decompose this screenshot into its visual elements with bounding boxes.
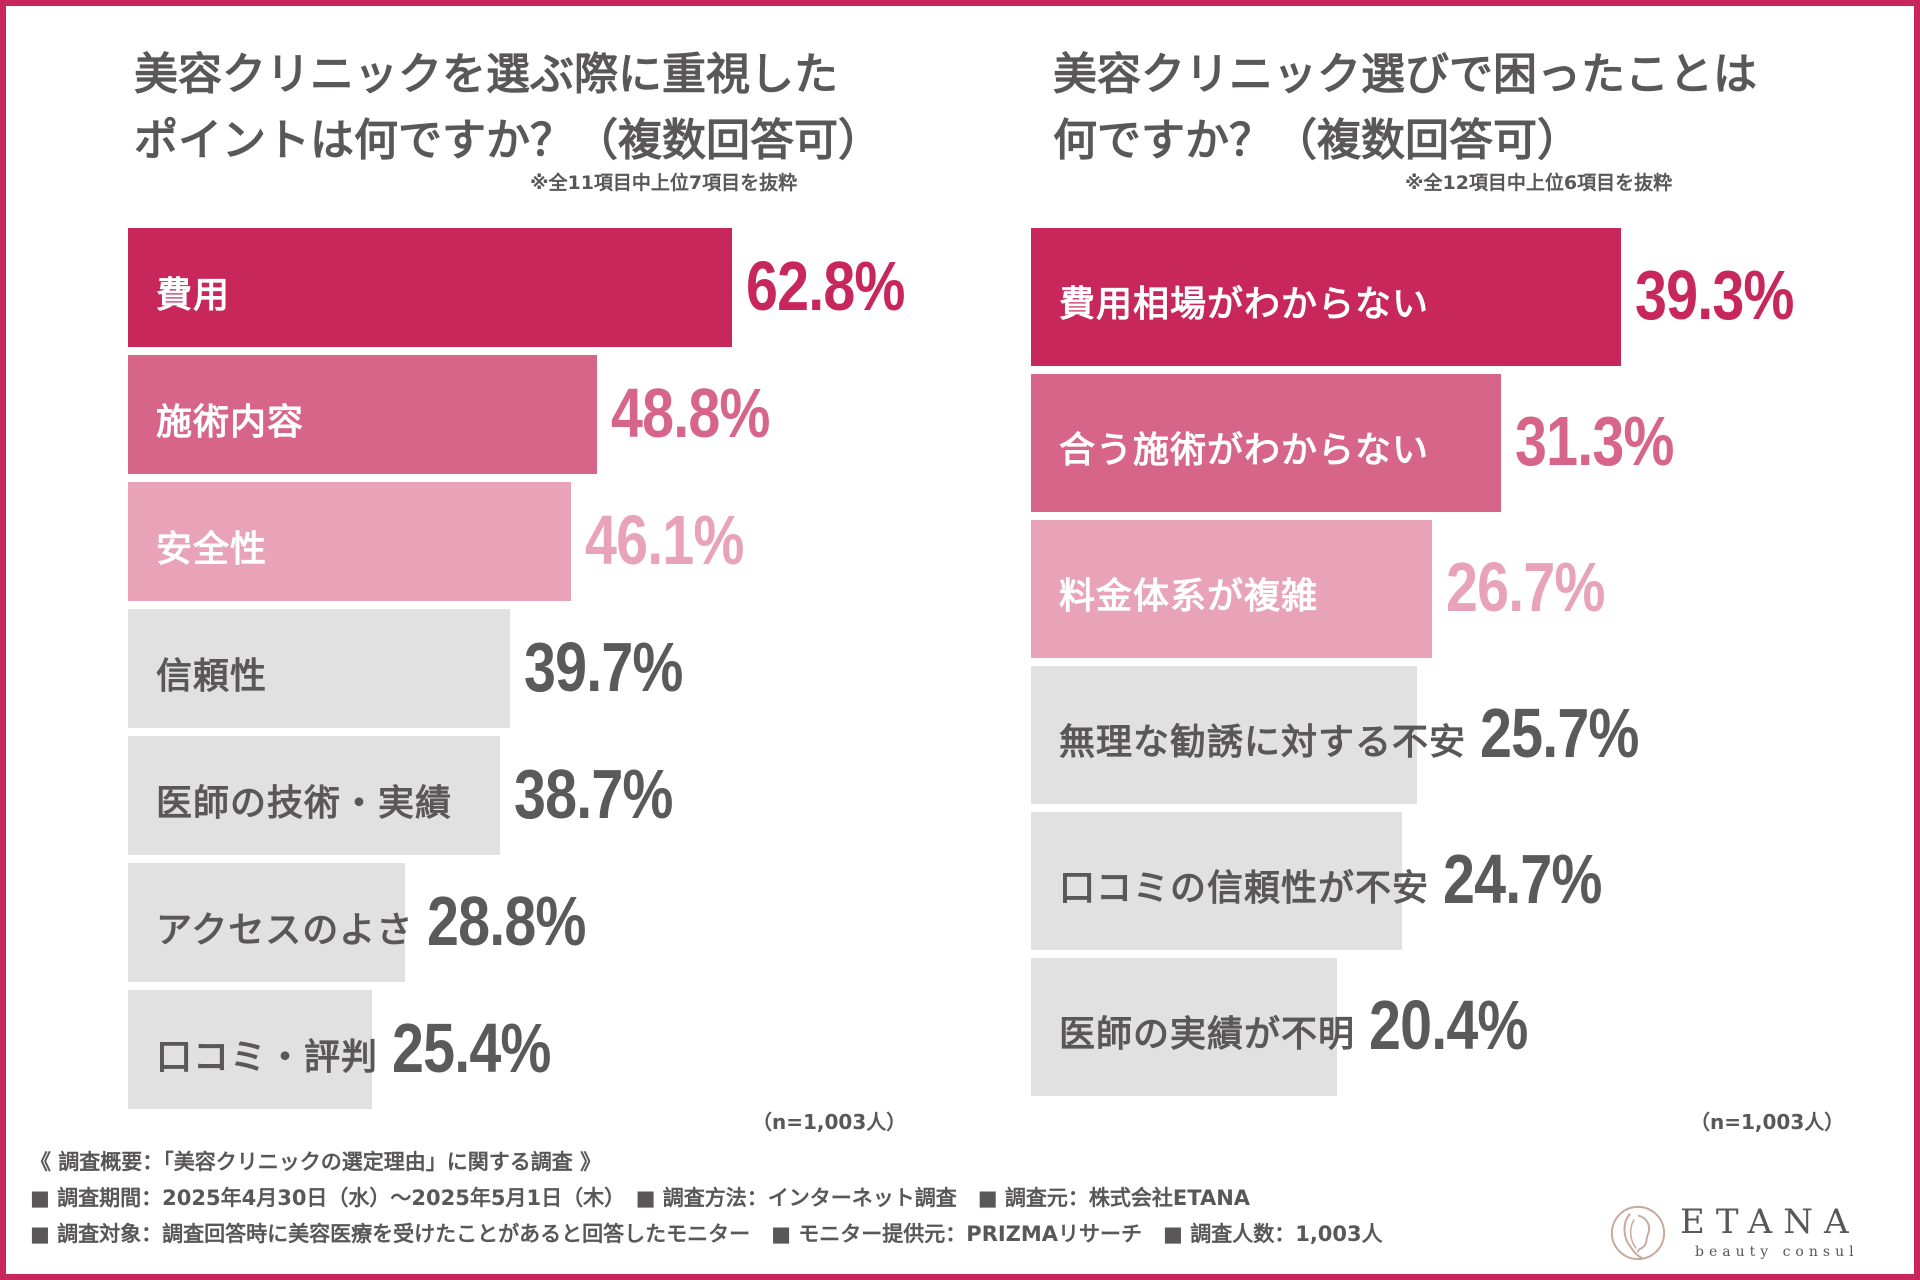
bar-value-label: 24.7% — [1443, 840, 1602, 918]
bar-value-label: 31.3% — [1515, 402, 1674, 480]
bar-right-6 — [1031, 958, 1337, 1096]
bar-value-label: 46.1% — [585, 500, 744, 579]
bar-left-5 — [128, 736, 500, 855]
etana-logo: ETANA beauty consul — [1605, 1200, 1885, 1270]
bar-label: アクセスのよさ — [156, 909, 414, 951]
bar-left-1 — [128, 228, 732, 347]
bar-label: 信頼性 — [156, 655, 268, 697]
bar-value-label: 28.8% — [427, 881, 586, 960]
bar-label: 合う施術がわからない — [1059, 430, 1430, 471]
bar-value-label: 25.7% — [1480, 694, 1639, 772]
bar-left-6 — [128, 863, 405, 982]
bar-left-4 — [128, 609, 510, 728]
chart-left-note: ※全11項目中上位7項目を抜粋 — [530, 172, 798, 194]
bar-value-label: 25.4% — [392, 1008, 551, 1087]
survey-line-2: ■ 調査対象：調査回答時に美容医療を受けたことがあると回答したモニター ■ モニ… — [30, 1222, 1383, 1246]
bar-label: 費用 — [156, 274, 231, 316]
bar-right-2 — [1031, 374, 1501, 512]
bar-value-label: 39.3% — [1635, 256, 1794, 334]
logo-name: ETANA — [1680, 1202, 1860, 1242]
bar-left-3 — [128, 482, 571, 601]
bar-right-5 — [1031, 812, 1402, 950]
bar-label: 無理な勧誘に対する不安 — [1059, 722, 1467, 763]
chart-right-title-line1: 美容クリニック選びで困ったことは — [1053, 49, 1757, 100]
bar-value-label: 38.7% — [514, 754, 673, 833]
chart-right-note: ※全12項目中上位6項目を抜粋 — [1405, 172, 1673, 194]
chart-left-title-line2: ポイントは何ですか？（複数回答可） — [134, 115, 882, 166]
bar-value-label: 48.8% — [611, 373, 770, 452]
logo-tagline: beauty consul — [1695, 1244, 1859, 1260]
chart-right-title-line2: 何ですか？（複数回答可） — [1053, 115, 1581, 166]
bar-label: 費用相場がわからない — [1059, 284, 1430, 325]
bar-left-7 — [128, 990, 372, 1109]
bar-label: 口コミの信頼性が不安 — [1059, 868, 1430, 909]
bar-label: 医師の実績が不明 — [1059, 1014, 1356, 1055]
bar-label: 施術内容 — [156, 401, 305, 443]
chart-left-title-line1: 美容クリニックを選ぶ際に重視した — [134, 49, 838, 100]
bar-value-label: 20.4% — [1369, 986, 1528, 1064]
bar-right-1 — [1031, 228, 1621, 366]
face-silhouette-icon — [1610, 1205, 1666, 1261]
bar-right-4 — [1031, 666, 1417, 804]
bar-right-3 — [1031, 520, 1432, 658]
bar-label: 安全性 — [156, 528, 268, 570]
chart-right-n-label: （n=1,003人） — [1690, 1110, 1845, 1134]
bar-label: 料金体系が複雑 — [1059, 576, 1319, 617]
bar-label: 口コミ・評判 — [156, 1036, 379, 1078]
bar-value-label: 26.7% — [1446, 548, 1605, 626]
chart-left-n-label: （n=1,003人） — [752, 1110, 907, 1134]
bar-value-label: 62.8% — [746, 246, 905, 325]
survey-heading: 《 調査概要：「美容クリニックの選定理由」に関する調査 》 — [30, 1150, 602, 1174]
bar-value-label: 39.7% — [524, 627, 683, 706]
bar-label: 医師の技術・実績 — [156, 782, 453, 824]
survey-line-1: ■ 調査期間：2025年4月30日（水）～2025年5月1日（木） ■ 調査方法… — [30, 1186, 1251, 1210]
bar-left-2 — [128, 355, 597, 474]
